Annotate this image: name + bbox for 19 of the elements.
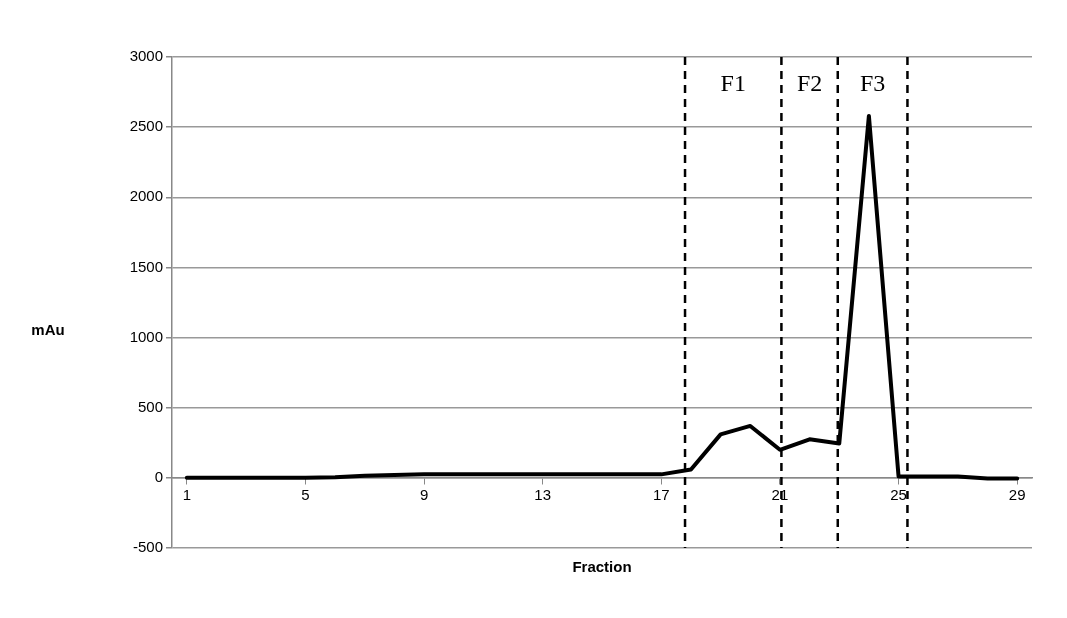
y-tick-label: 2500: [129, 117, 163, 135]
x-tick-label: 9: [419, 486, 429, 503]
y-tick-label: 0: [154, 468, 163, 485]
annotation: F3: [859, 70, 886, 97]
x-tick-label: 13: [534, 486, 552, 503]
y-tick-label: 1500: [129, 257, 163, 275]
annotation: F1: [720, 70, 746, 97]
x-tick-label: 5: [301, 486, 310, 503]
y-axis-title: mAu: [31, 321, 65, 339]
x-tick-label: 17: [652, 486, 670, 503]
y-tick-label: 2000: [129, 187, 163, 205]
x-tick-label: 29: [1008, 486, 1026, 503]
annotation: F2: [796, 70, 823, 97]
y-tick-label: -500: [132, 538, 163, 556]
x-axis-title: Fraction: [572, 558, 632, 576]
y-tick-label: 1000: [129, 327, 163, 345]
y-tick-label: 500: [137, 397, 163, 415]
x-tick-label: 1: [182, 486, 191, 503]
y-tick-label: 3000: [129, 47, 163, 65]
